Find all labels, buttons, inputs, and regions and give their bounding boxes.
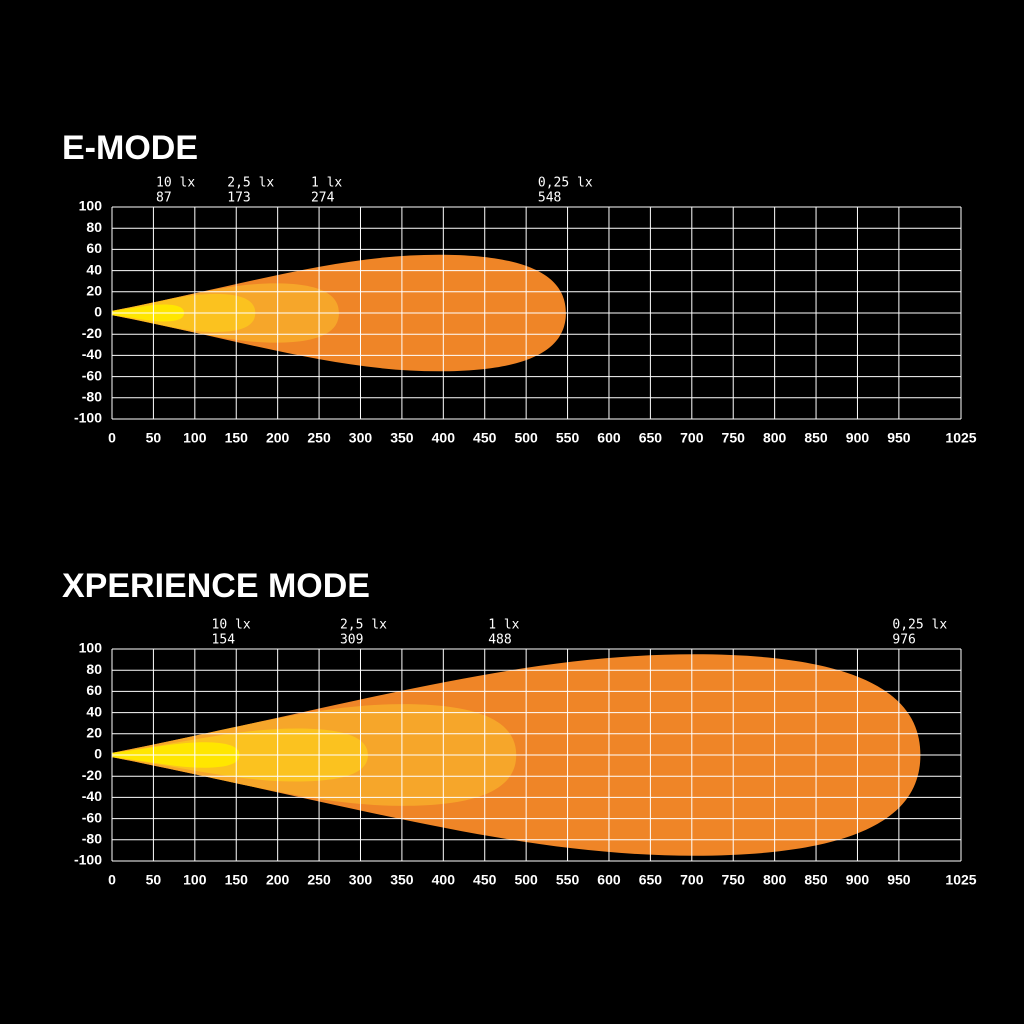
isolux-distance: 976 xyxy=(892,633,915,648)
isolux-label: 2,5 lx xyxy=(340,618,387,633)
x-tick-label: 400 xyxy=(432,430,456,446)
x-tick-label: 500 xyxy=(514,872,538,888)
x-tick-label: 150 xyxy=(225,430,249,446)
y-tick-label: -80 xyxy=(82,389,102,405)
x-tick-label: 1025 xyxy=(945,872,976,888)
isolux-label: 1 lx xyxy=(488,618,519,633)
y-tick-label: 100 xyxy=(79,640,103,656)
y-tick-label: 80 xyxy=(86,661,102,677)
isolux-distance: 173 xyxy=(227,191,250,206)
isolux-label: 10 lx xyxy=(156,176,195,191)
x-tick-label: 800 xyxy=(763,430,787,446)
x-tick-label: 400 xyxy=(432,872,456,888)
isolux-distance: 274 xyxy=(311,191,335,206)
y-tick-label: 60 xyxy=(86,682,102,698)
x-tick-label: 350 xyxy=(390,872,414,888)
x-tick-label: 250 xyxy=(307,430,331,446)
x-tick-label: 550 xyxy=(556,872,580,888)
x-tick-label: 350 xyxy=(390,430,414,446)
chart-title: E-MODE xyxy=(62,129,198,167)
x-tick-label: 950 xyxy=(887,430,911,446)
y-tick-label: 40 xyxy=(86,261,102,277)
y-tick-label: -100 xyxy=(74,410,102,426)
x-tick-label: 300 xyxy=(349,872,373,888)
chart-title: XPERIENCE MODE xyxy=(62,567,370,605)
x-tick-label: 300 xyxy=(349,430,373,446)
x-tick-label: 50 xyxy=(146,430,162,446)
x-tick-label: 50 xyxy=(146,872,162,888)
x-tick-label: 1025 xyxy=(945,430,976,446)
isolux-distance: 154 xyxy=(212,633,236,648)
y-tick-label: 40 xyxy=(86,703,102,719)
y-tick-label: -100 xyxy=(74,852,102,868)
x-tick-label: 600 xyxy=(597,872,621,888)
y-tick-label: -60 xyxy=(82,809,102,825)
x-tick-label: 450 xyxy=(473,872,497,888)
x-tick-label: 450 xyxy=(473,430,497,446)
isolux-label: 0,25 lx xyxy=(538,176,593,191)
x-tick-label: 250 xyxy=(307,872,331,888)
y-tick-label: 20 xyxy=(86,725,102,741)
x-tick-label: 500 xyxy=(514,430,538,446)
isolux-distance: 488 xyxy=(488,633,511,648)
isolux-distance: 87 xyxy=(156,191,172,206)
x-tick-label: 0 xyxy=(108,430,116,446)
x-tick-label: 100 xyxy=(183,872,207,888)
x-tick-label: 550 xyxy=(556,430,580,446)
x-tick-label: 700 xyxy=(680,430,704,446)
isolux-label: 1 lx xyxy=(311,176,342,191)
x-tick-label: 950 xyxy=(887,872,911,888)
x-tick-label: 200 xyxy=(266,872,290,888)
x-tick-label: 700 xyxy=(680,872,704,888)
x-tick-label: 850 xyxy=(804,872,828,888)
x-tick-label: 750 xyxy=(722,430,746,446)
x-tick-label: 0 xyxy=(108,872,116,888)
y-tick-label: -40 xyxy=(82,788,102,804)
y-tick-label: -40 xyxy=(82,346,102,362)
x-tick-label: 900 xyxy=(846,872,870,888)
x-tick-label: 900 xyxy=(846,430,870,446)
x-tick-label: 800 xyxy=(763,872,787,888)
y-tick-label: -60 xyxy=(82,367,102,383)
x-tick-label: 650 xyxy=(639,872,663,888)
isolux-label: 2,5 lx xyxy=(227,176,274,191)
x-tick-label: 750 xyxy=(722,872,746,888)
isolux-distance: 548 xyxy=(538,191,561,206)
x-tick-label: 850 xyxy=(804,430,828,446)
isolux-distance: 309 xyxy=(340,633,363,648)
x-tick-label: 600 xyxy=(597,430,621,446)
x-tick-label: 100 xyxy=(183,430,207,446)
isolux-label: 10 lx xyxy=(212,618,251,633)
y-tick-label: -80 xyxy=(82,831,102,847)
isolux-label: 0,25 lx xyxy=(892,618,947,633)
y-tick-label: 0 xyxy=(94,746,102,762)
y-tick-label: 0 xyxy=(94,304,102,320)
y-tick-label: -20 xyxy=(82,767,102,783)
y-tick-label: -20 xyxy=(82,325,102,341)
y-tick-label: 20 xyxy=(86,283,102,299)
y-tick-label: 100 xyxy=(79,198,103,214)
x-tick-label: 650 xyxy=(639,430,663,446)
y-tick-label: 80 xyxy=(86,219,102,235)
x-tick-label: 200 xyxy=(266,430,290,446)
x-tick-label: 150 xyxy=(225,872,249,888)
y-tick-label: 60 xyxy=(86,240,102,256)
